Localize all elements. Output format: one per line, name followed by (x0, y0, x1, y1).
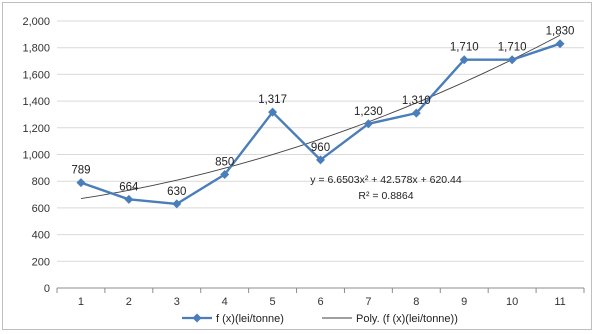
trendline-curve (80, 34, 561, 200)
y-tick-label: 800 (32, 176, 50, 188)
data-label: 1,230 (354, 106, 383, 118)
legend: f (x)(lei/tonne) Poly. (f (x)(lei/tonne)… (182, 313, 458, 325)
data-label: 664 (119, 181, 139, 193)
y-tick-label: 600 (32, 203, 50, 215)
y-tick-label: 1,400 (22, 96, 50, 108)
data-point-marker (555, 39, 565, 49)
data-point-marker (220, 170, 230, 180)
x-tick-label: 4 (222, 296, 228, 308)
y-tick-label: 200 (32, 256, 50, 268)
y-tick-label: 0 (44, 283, 50, 295)
x-tick-label: 11 (554, 296, 565, 308)
data-point-marker (363, 119, 373, 129)
data-label: 1,710 (450, 42, 479, 54)
x-tick-label: 8 (413, 296, 419, 308)
axes: 0 200 400 600 800 1,000 1,200 1,400 1,600 1,800 2,… (22, 16, 585, 308)
data-point-marker (76, 178, 86, 188)
series-layer (76, 39, 565, 209)
data-label: 1,310 (402, 95, 431, 107)
data-point-marker (459, 55, 469, 65)
chart-frame (2, 2, 592, 330)
data-point-marker (316, 155, 325, 165)
data-point-marker (268, 107, 278, 117)
data-label: 850 (215, 157, 234, 169)
data-point-marker (172, 199, 182, 209)
data-point-marker (411, 108, 421, 118)
legend-diamond-marker-icon (192, 313, 202, 323)
data-label: 960 (311, 142, 330, 154)
x-tick-label: 5 (270, 296, 276, 308)
y-tick-label: 1,600 (22, 69, 50, 81)
gridlines (57, 20, 584, 262)
x-tick-label: 7 (365, 296, 371, 308)
data-label: 630 (167, 186, 186, 198)
x-tick-label: 6 (317, 296, 323, 308)
data-point-marker (507, 55, 517, 65)
x-tick-label: 9 (461, 296, 467, 308)
y-tick-label: 1,000 (22, 150, 50, 162)
x-tick-label: 3 (174, 296, 180, 308)
legend-series-label: f (x)(lei/tonne) (216, 313, 284, 325)
data-label: 789 (71, 165, 90, 177)
y-tick-label: 1,200 (22, 123, 50, 135)
y-tick-label: 400 (32, 230, 50, 242)
x-tick-label: 1 (78, 296, 84, 308)
data-point-marker (124, 194, 134, 204)
trendline-equation: y = 6.6503x² + 42.578x + 620.44 (310, 174, 462, 186)
data-labels: 789 664 630 850 1,317 960 1,230 1,310 1,710 1,710… (71, 26, 574, 198)
legend-trendline-label: Poly. (f (x)(lei/tonne)) (356, 313, 458, 325)
data-label: 1,317 (258, 94, 287, 106)
trendline-r-squared: R² = 0.8864 (358, 190, 413, 202)
y-tick-label: 2,000 (22, 16, 50, 28)
x-tick-label: 10 (506, 296, 518, 308)
trendline-layer (80, 34, 561, 200)
y-tick-label: 1,800 (22, 43, 50, 55)
data-label: 1,830 (546, 26, 575, 38)
x-tick-label: 2 (126, 296, 132, 308)
data-label: 1,710 (498, 42, 527, 54)
